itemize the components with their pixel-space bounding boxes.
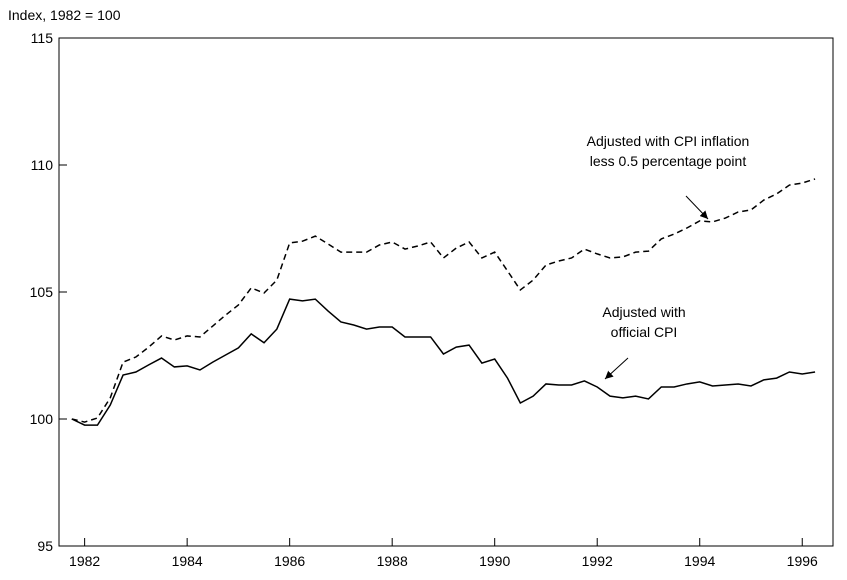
y-tick-label: 115: [31, 30, 54, 46]
annotation-arrow: [604, 357, 629, 380]
x-tick-label: 1992: [582, 553, 613, 569]
y-tick-label: 100: [30, 411, 54, 427]
x-tick-label: 1996: [787, 553, 818, 569]
annotation: Adjusted with CPI inflation: [587, 133, 750, 149]
annotation-arrow: [685, 195, 709, 220]
y-tick-label: 110: [31, 157, 54, 173]
series-line: [71, 178, 816, 423]
x-tick-label: 1986: [274, 553, 305, 569]
annotation: less 0.5 percentage point: [590, 153, 747, 169]
x-tick-label: 1990: [479, 553, 510, 569]
y-axis-label: Index, 1982 = 100: [8, 7, 121, 23]
x-tick-label: 1984: [172, 553, 203, 569]
x-tick-label: 1982: [69, 553, 100, 569]
x-tick-label: 1988: [377, 553, 408, 569]
x-tick-label: 1994: [684, 553, 715, 569]
y-tick-label: 95: [37, 538, 53, 554]
y-tick-label: 105: [30, 284, 54, 300]
annotation: official CPI: [611, 324, 678, 340]
series-line: [71, 298, 816, 426]
plot-frame: [58, 37, 834, 547]
annotation: Adjusted with: [602, 304, 685, 320]
